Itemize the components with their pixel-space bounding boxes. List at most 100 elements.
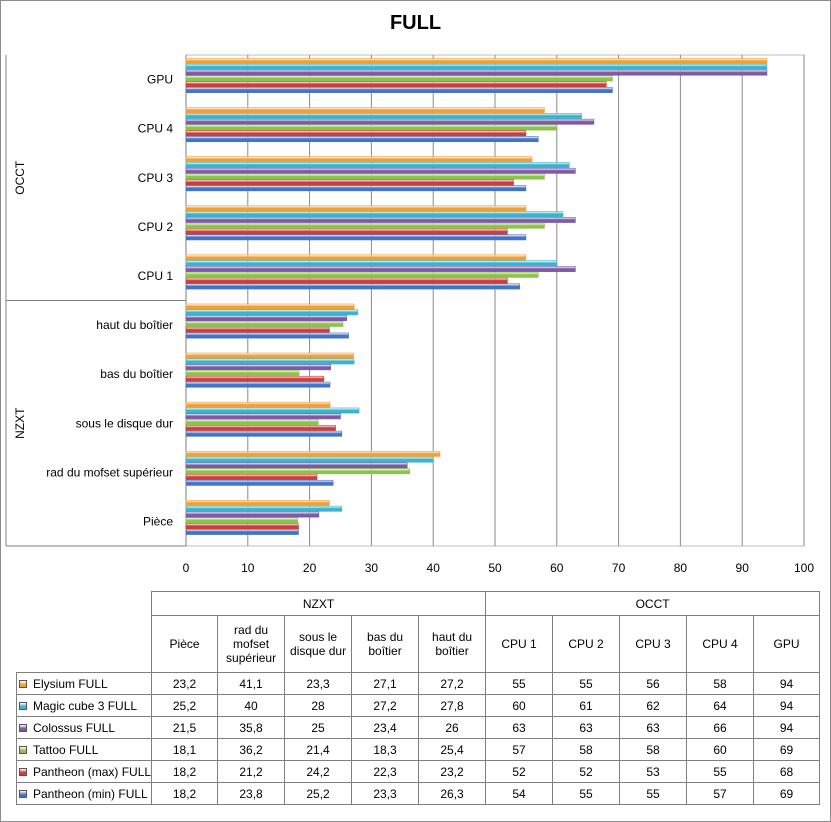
bar [185, 277, 508, 284]
table-cell: 58 [552, 738, 621, 761]
table-cell: 27,2 [351, 694, 420, 717]
bar [185, 358, 355, 365]
table-cell: 52 [552, 760, 621, 783]
table-cell: 94 [753, 694, 821, 717]
table-cell: 55 [552, 672, 621, 695]
table-cell: 57 [485, 738, 554, 761]
legend-entry: Pantheon (min) FULL [15, 782, 153, 805]
bar [185, 254, 527, 261]
table-column-header: CPU 3 [619, 615, 688, 673]
bar [185, 321, 344, 327]
bar [185, 266, 576, 272]
group-label: OCCT [13, 160, 27, 195]
bar [185, 529, 299, 535]
bar [185, 283, 521, 290]
legend-entry: Elysium FULL [15, 672, 153, 695]
table-cell: 68 [753, 760, 821, 783]
table-column-header: CPU 1 [485, 615, 554, 673]
legend-swatch [19, 702, 27, 711]
table-cell: 24,2 [284, 760, 353, 783]
bar [185, 511, 320, 518]
table-cell: 36,2 [217, 738, 286, 761]
legend-label: Colossus FULL [33, 720, 116, 735]
bar [185, 260, 558, 267]
category-label: rad du mofset supérieur [46, 465, 173, 479]
bar [185, 500, 330, 506]
category-label: CPU 3 [138, 171, 174, 185]
legend-swatch [19, 746, 27, 755]
bar [185, 222, 545, 229]
bar [185, 271, 539, 278]
bar [185, 162, 570, 168]
table-corner [17, 592, 152, 616]
table-cell: 55 [552, 782, 621, 805]
x-tick-label: 80 [674, 561, 688, 575]
legend-swatch [19, 724, 27, 733]
table-cell: 27,2 [418, 672, 487, 695]
bar [185, 326, 330, 333]
table-cell: 69 [753, 738, 821, 761]
table-cell: 23,3 [351, 782, 420, 805]
bar [185, 375, 325, 382]
group-label: NZXT [13, 407, 27, 439]
data-table: NZXT OCCT Pièce rad du mofset supérieur sous… [15, 591, 821, 805]
legend-label: Tattoo FULL [33, 742, 99, 757]
table-cell: 21,2 [217, 760, 286, 783]
table-cell: 58 [619, 738, 688, 761]
x-tick-label: 0 [183, 561, 190, 575]
bar [185, 211, 564, 218]
bar [185, 419, 319, 426]
bar [185, 156, 533, 163]
table-column-header: GPU [753, 615, 821, 673]
table-row: Tattoo FULL 18,1 36,2 21,4 18,3 25,4 57 58 58 60 6… [15, 738, 821, 761]
bar [185, 407, 360, 414]
table-cell: 94 [753, 716, 821, 739]
legend-swatch [19, 680, 27, 689]
bar [185, 450, 441, 457]
table-cell: 60 [686, 738, 755, 761]
table-cell: 23,3 [284, 672, 353, 695]
bar [185, 479, 334, 486]
table-cell: 62 [619, 694, 688, 717]
table-cell: 94 [753, 672, 821, 695]
bar [185, 107, 545, 114]
table-cell: 64 [686, 694, 755, 717]
table-group-header: OCCT [485, 591, 821, 616]
table-cell: 69 [753, 782, 821, 805]
table-column-header: CPU 2 [552, 615, 621, 673]
chart-title: FULL [389, 12, 442, 34]
x-tick-label: 10 [241, 561, 255, 575]
table-cell: 28 [284, 694, 353, 717]
bar [185, 130, 527, 137]
table-row: Magic cube 3 FULL 25,2 40 28 27,2 27,8 60 61 62 6… [15, 694, 821, 717]
category-label: CPU 1 [138, 269, 174, 283]
bar [185, 456, 434, 463]
table-cell: 41,1 [217, 672, 286, 695]
bar [185, 413, 341, 420]
table-cell: 21,4 [284, 738, 353, 761]
bar [185, 370, 300, 376]
table-cell: 18,2 [151, 760, 219, 783]
legend-label: Elysium FULL [33, 676, 108, 691]
category-label: bas du boîtier [100, 367, 173, 381]
table-cell: 58 [686, 672, 755, 695]
table-cell: 23,2 [418, 760, 487, 783]
legend-entry: Tattoo FULL [15, 738, 153, 761]
table-cell: 18,2 [151, 782, 219, 805]
bar [185, 517, 299, 524]
table-group-header: NZXT [151, 591, 487, 616]
bar [185, 185, 527, 192]
x-tick-label: 90 [736, 561, 750, 575]
table-cell: 23,2 [151, 672, 219, 695]
legend-swatch [19, 790, 27, 799]
bar [185, 118, 595, 125]
bar [185, 523, 299, 530]
bar [185, 173, 545, 180]
table-cell: 35,8 [217, 716, 286, 739]
plot-area: Pièce rad du mofset supérieur sous le disq… [5, 54, 814, 575]
table-cell: 22,3 [351, 760, 420, 783]
bar [185, 167, 576, 174]
table-cell: 60 [485, 694, 554, 717]
table-row: Pantheon (min) FULL 18,2 23,8 25,2 23,3 26,3 5… [15, 782, 821, 805]
legend-label: Magic cube 3 FULL [33, 698, 138, 713]
